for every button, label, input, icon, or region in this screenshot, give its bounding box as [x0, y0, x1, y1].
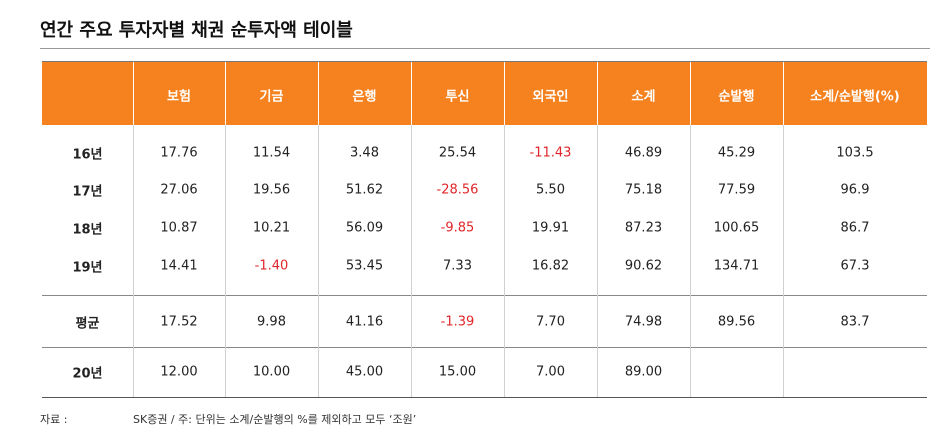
title-rule — [40, 48, 930, 49]
column-header: 소계 — [631, 89, 656, 105]
cell: 83.7 — [840, 314, 870, 330]
cell: 17.76 — [160, 145, 198, 161]
column-divider — [783, 125, 784, 397]
cell: 53.45 — [345, 258, 384, 274]
cell: 19.56 — [252, 182, 291, 198]
cell: 7.00 — [536, 364, 565, 380]
cell: 74.98 — [624, 314, 663, 330]
column-header: 소계/순발행(%) — [810, 89, 900, 105]
top-rule — [42, 61, 927, 62]
header-divider — [133, 62, 134, 125]
cell: -1.39 — [440, 314, 475, 330]
cell: 134.71 — [713, 258, 760, 274]
footnote-text: SK증권 / 주: 단위는 소계/순발행의 %를 제외하고 모두 ‘조원’ — [133, 413, 417, 426]
cell: 7.33 — [443, 258, 472, 274]
row-label: 16년 — [72, 147, 103, 163]
cell: 11.54 — [252, 145, 291, 161]
bottom-rule — [42, 397, 927, 398]
cell: -1.40 — [254, 258, 289, 274]
column-header: 보험 — [167, 89, 191, 105]
cell: 89.56 — [717, 314, 756, 330]
cell: -11.43 — [529, 145, 572, 161]
cell: 46.89 — [624, 145, 663, 161]
cell: 27.06 — [160, 182, 198, 198]
row-rule — [42, 295, 927, 296]
column-divider — [690, 125, 691, 397]
header-divider — [318, 62, 319, 125]
column-divider — [411, 125, 412, 397]
header-divider — [411, 62, 412, 125]
cell: 10.21 — [252, 220, 291, 236]
column-header: 기금 — [259, 89, 284, 105]
cell: 67.3 — [840, 258, 870, 274]
cell: 14.41 — [160, 258, 198, 274]
header-divider — [504, 62, 505, 125]
cell: 77.59 — [717, 182, 756, 198]
cell: 9.98 — [257, 314, 286, 330]
column-divider — [225, 125, 226, 397]
cell: 89.00 — [624, 364, 663, 380]
cell: 45.00 — [345, 364, 384, 380]
row-label: 20년 — [72, 366, 103, 382]
cell: 75.18 — [624, 182, 663, 198]
cell: 17.52 — [160, 314, 198, 330]
cell: 41.16 — [345, 314, 384, 330]
column-header: 은행 — [352, 89, 377, 105]
header-divider — [597, 62, 598, 125]
cell: -28.56 — [436, 182, 479, 198]
column-header: 투신 — [445, 89, 470, 105]
column-divider — [133, 125, 134, 397]
cell: 56.09 — [345, 220, 384, 236]
column-header: 외국인 — [532, 89, 569, 105]
header-divider — [690, 62, 691, 125]
cell: 19.91 — [531, 220, 570, 236]
column-divider — [504, 125, 505, 397]
column-divider — [597, 125, 598, 397]
cell: 90.62 — [624, 258, 663, 274]
footnote-label: 자료 : — [40, 413, 68, 426]
cell: 96.9 — [840, 182, 870, 198]
title: 연간 주요 투자자별 채권 순투자액 테이블 — [40, 20, 353, 41]
cell: 3.48 — [350, 145, 379, 161]
cell: 12.00 — [160, 364, 198, 380]
row-label: 18년 — [72, 222, 103, 238]
cell: 103.5 — [836, 145, 874, 161]
cell: 10.87 — [160, 220, 198, 236]
header-divider — [225, 62, 226, 125]
cell: 86.7 — [840, 220, 870, 236]
column-divider — [318, 125, 319, 397]
cell: 100.65 — [713, 220, 760, 236]
row-label: 평균 — [75, 316, 100, 332]
cell: 87.23 — [624, 220, 663, 236]
row-rule — [42, 347, 927, 348]
cell: 16.82 — [531, 258, 570, 274]
cell: 7.70 — [536, 314, 565, 330]
cell: 5.50 — [536, 182, 565, 198]
header-divider — [783, 62, 784, 125]
row-label: 19년 — [72, 260, 103, 276]
header-band — [42, 62, 927, 125]
cell: 15.00 — [438, 364, 477, 380]
cell: 51.62 — [345, 182, 384, 198]
cell: -9.85 — [440, 220, 475, 236]
column-header: 순발행 — [718, 89, 755, 105]
cell: 45.29 — [717, 145, 756, 161]
cell: 10.00 — [252, 364, 291, 380]
cell: 25.54 — [438, 145, 477, 161]
row-label: 17년 — [72, 184, 103, 200]
